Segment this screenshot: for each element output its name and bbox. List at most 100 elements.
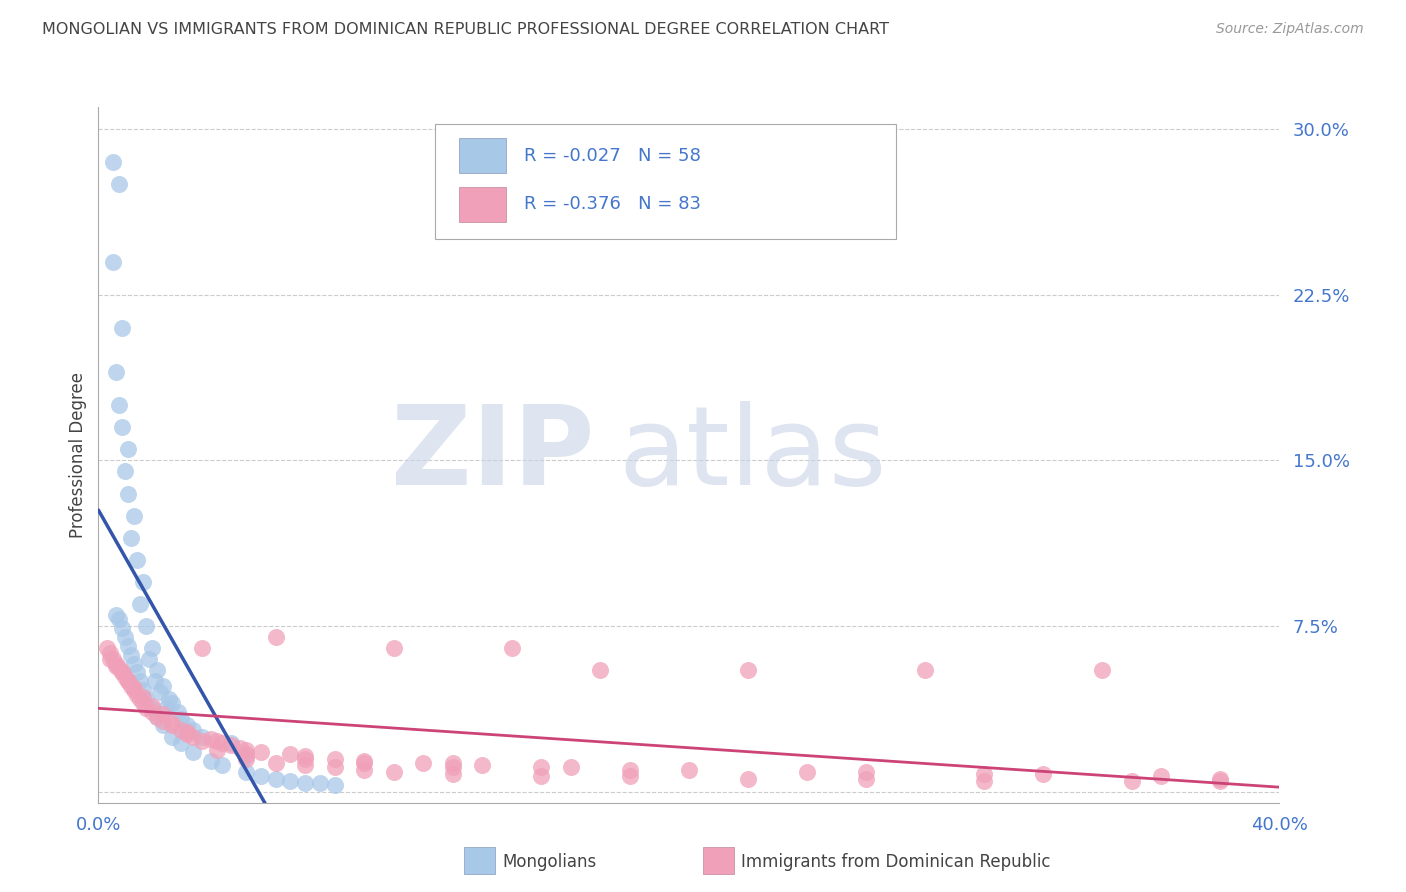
Text: Mongolians: Mongolians [502, 853, 596, 871]
Point [117, 674, 139, 689]
Point [323, 778, 346, 792]
Text: ZIP: ZIP [391, 401, 595, 508]
Point [278, 747, 302, 762]
Point [441, 760, 464, 774]
Point [103, 652, 125, 666]
Bar [458, 187, 506, 222]
Point [530, 769, 553, 783]
Point [117, 639, 139, 653]
Point [1150, 769, 1173, 783]
Point [191, 734, 214, 748]
Point [135, 619, 157, 633]
Point [855, 764, 877, 779]
Point [191, 730, 214, 744]
Point [114, 630, 136, 644]
Point [235, 764, 257, 779]
Point [1121, 773, 1143, 788]
Point [143, 674, 166, 689]
Point [200, 731, 222, 746]
Point [589, 663, 612, 677]
Point [501, 641, 523, 656]
Point [914, 663, 936, 677]
Point [181, 730, 204, 744]
Point [122, 681, 145, 695]
Point [111, 621, 134, 635]
Text: MONGOLIAN VS IMMIGRANTS FROM DOMINICAN REPUBLIC PROFESSIONAL DEGREE CORRELATION : MONGOLIAN VS IMMIGRANTS FROM DOMINICAN R… [42, 22, 889, 37]
Point [796, 764, 818, 779]
Point [122, 508, 145, 523]
Text: atlas: atlas [619, 401, 887, 508]
Point [141, 701, 163, 715]
Point [128, 674, 150, 689]
FancyBboxPatch shape [434, 124, 896, 239]
Point [353, 754, 375, 768]
Point [128, 692, 150, 706]
Point [132, 697, 155, 711]
Point [114, 465, 136, 479]
Point [98, 652, 121, 666]
Point [167, 705, 190, 719]
Point [235, 751, 257, 765]
Point [264, 630, 287, 644]
Point [111, 665, 134, 680]
Point [176, 727, 198, 741]
Point [132, 574, 155, 589]
Point [108, 178, 131, 192]
Point [108, 661, 131, 675]
Point [141, 641, 163, 656]
Point [125, 553, 148, 567]
Point [737, 663, 759, 677]
Point [146, 709, 169, 723]
Point [138, 652, 160, 666]
Point [323, 760, 346, 774]
Point [205, 734, 228, 748]
Point [737, 772, 759, 786]
Point [162, 697, 183, 711]
Point [135, 701, 157, 715]
Point [264, 772, 287, 786]
Point [294, 749, 316, 764]
Point [191, 641, 214, 656]
Point [141, 698, 163, 713]
Point [125, 665, 148, 680]
Point [125, 688, 148, 702]
Point [108, 398, 131, 412]
Point [323, 751, 346, 765]
Point [128, 597, 150, 611]
Point [353, 756, 375, 770]
Point [229, 740, 252, 755]
Point [181, 723, 204, 737]
Point [120, 531, 142, 545]
Point [152, 679, 174, 693]
Point [120, 679, 142, 693]
Point [250, 745, 273, 759]
Point [264, 756, 287, 770]
Point [132, 690, 155, 704]
Text: R = -0.376   N = 83: R = -0.376 N = 83 [523, 195, 700, 213]
Point [170, 712, 193, 726]
Point [211, 758, 233, 772]
Point [441, 767, 464, 781]
Point [111, 665, 134, 680]
Point [294, 751, 316, 765]
Point [162, 716, 183, 731]
Point [155, 701, 177, 715]
Point [103, 254, 125, 268]
Point [973, 767, 995, 781]
Point [181, 745, 204, 759]
Point [162, 730, 183, 744]
Point [855, 772, 877, 786]
Point [1032, 767, 1054, 781]
Point [105, 365, 128, 379]
Point [146, 709, 169, 723]
Text: R = -0.027   N = 58: R = -0.027 N = 58 [523, 147, 700, 165]
Point [141, 705, 163, 719]
Text: Immigrants from Dominican Republic: Immigrants from Dominican Republic [741, 853, 1050, 871]
Point [117, 442, 139, 457]
Point [200, 754, 222, 768]
Point [1209, 772, 1232, 786]
Point [973, 773, 995, 788]
Point [278, 773, 302, 788]
Point [111, 321, 134, 335]
Point [108, 612, 131, 626]
